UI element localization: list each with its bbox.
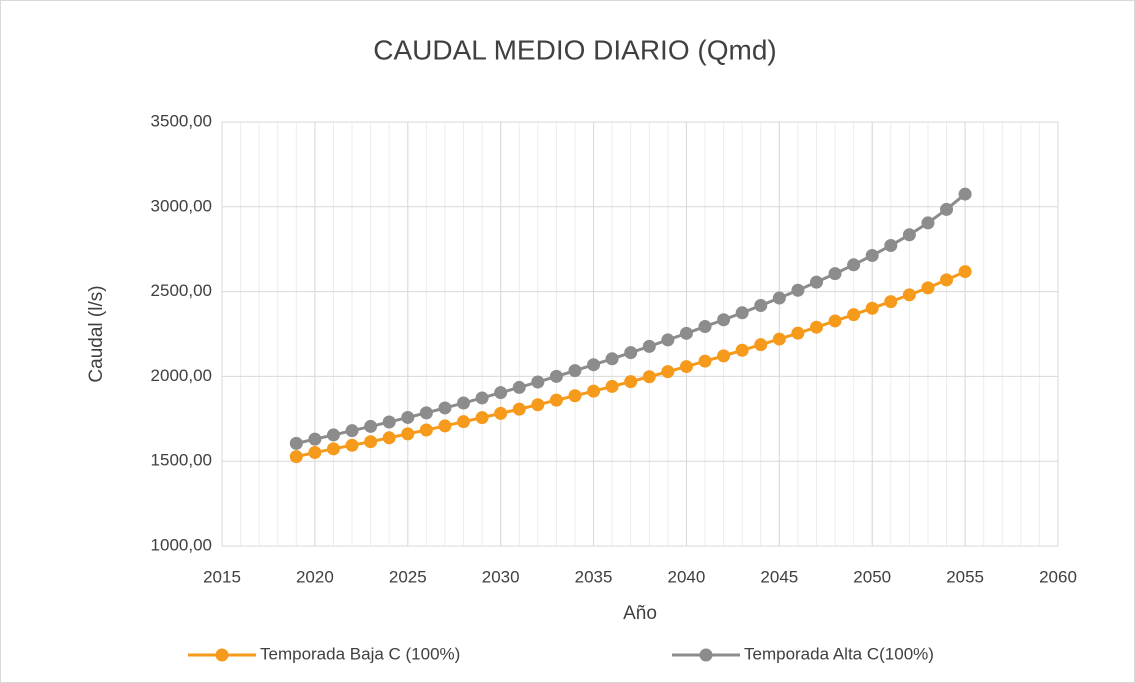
data-point <box>326 428 340 442</box>
data-point <box>382 415 396 429</box>
data-point <box>605 352 619 366</box>
legend-label: Temporada Alta C(100%) <box>744 644 934 663</box>
data-point <box>958 265 972 279</box>
data-point <box>531 398 545 412</box>
data-point <box>754 299 768 313</box>
data-point <box>475 411 489 425</box>
data-point <box>364 419 378 433</box>
data-point <box>457 396 471 410</box>
data-point <box>568 364 582 378</box>
data-point <box>457 415 471 429</box>
data-point <box>809 275 823 289</box>
data-point <box>289 436 303 450</box>
data-point <box>605 379 619 393</box>
y-tick-label: 3000,00 <box>151 196 212 215</box>
y-tick-label: 1000,00 <box>151 535 212 554</box>
data-point <box>587 384 601 398</box>
legend-label: Temporada Baja C (100%) <box>260 644 460 663</box>
x-tick-label: 2040 <box>668 567 706 586</box>
data-point <box>624 375 638 389</box>
data-point <box>828 314 842 328</box>
data-point <box>345 424 359 438</box>
x-tick-label: 2035 <box>575 567 613 586</box>
data-point <box>698 320 712 334</box>
data-point <box>772 332 786 346</box>
data-point <box>921 281 935 295</box>
data-point <box>791 283 805 297</box>
y-tick-label: 3500,00 <box>151 111 212 130</box>
data-point <box>735 343 749 357</box>
data-point <box>382 431 396 445</box>
data-point <box>661 365 675 379</box>
data-point <box>754 338 768 352</box>
data-point <box>809 320 823 334</box>
data-point <box>494 406 508 420</box>
data-point <box>326 442 340 456</box>
data-point <box>958 187 972 201</box>
y-tick-label: 2500,00 <box>151 281 212 300</box>
x-tick-label: 2020 <box>296 567 334 586</box>
data-point <box>531 375 545 389</box>
data-point <box>568 389 582 403</box>
data-point <box>865 301 879 315</box>
data-point <box>884 238 898 252</box>
x-tick-label: 2050 <box>853 567 891 586</box>
data-point <box>847 258 861 272</box>
data-point <box>494 386 508 400</box>
data-point <box>308 432 322 446</box>
data-point <box>717 349 731 363</box>
data-point <box>512 380 526 394</box>
data-point <box>549 393 563 407</box>
x-tick-label: 2030 <box>482 567 520 586</box>
data-point <box>698 354 712 368</box>
data-point <box>902 288 916 302</box>
x-tick-label: 2015 <box>203 567 241 586</box>
x-tick-label: 2045 <box>760 567 798 586</box>
data-point <box>642 370 656 384</box>
data-point <box>345 438 359 452</box>
data-point <box>438 401 452 415</box>
data-point <box>902 228 916 242</box>
data-point <box>661 333 675 347</box>
data-point <box>419 423 433 437</box>
data-point <box>717 313 731 327</box>
data-point <box>289 450 303 464</box>
data-point <box>364 435 378 449</box>
data-point <box>735 306 749 320</box>
data-point <box>587 358 601 372</box>
data-point <box>940 202 954 216</box>
data-point <box>679 326 693 340</box>
data-point <box>401 410 415 424</box>
legend-marker <box>215 648 229 662</box>
y-tick-label: 1500,00 <box>151 451 212 470</box>
y-axis-label: Caudal (l/s) <box>86 285 107 382</box>
data-point <box>921 216 935 230</box>
x-tick-label: 2060 <box>1039 567 1077 586</box>
data-point <box>791 326 805 340</box>
data-point <box>475 391 489 405</box>
data-point <box>679 360 693 374</box>
data-point <box>419 406 433 420</box>
chart-title: CAUDAL MEDIO DIARIO (Qmd) <box>373 34 776 65</box>
x-tick-label: 2055 <box>946 567 984 586</box>
data-point <box>308 446 322 460</box>
data-point <box>549 369 563 383</box>
data-point <box>847 308 861 322</box>
legend-marker <box>699 648 713 662</box>
data-point <box>624 346 638 360</box>
data-point <box>772 291 786 305</box>
data-point <box>865 248 879 262</box>
data-point <box>884 295 898 309</box>
y-tick-label: 2000,00 <box>151 366 212 385</box>
x-tick-label: 2025 <box>389 567 427 586</box>
data-point <box>940 273 954 287</box>
data-point <box>401 427 415 441</box>
data-point <box>512 402 526 416</box>
x-axis-label: Año <box>623 603 657 624</box>
data-point <box>828 267 842 281</box>
data-point <box>642 339 656 353</box>
data-point <box>438 419 452 433</box>
